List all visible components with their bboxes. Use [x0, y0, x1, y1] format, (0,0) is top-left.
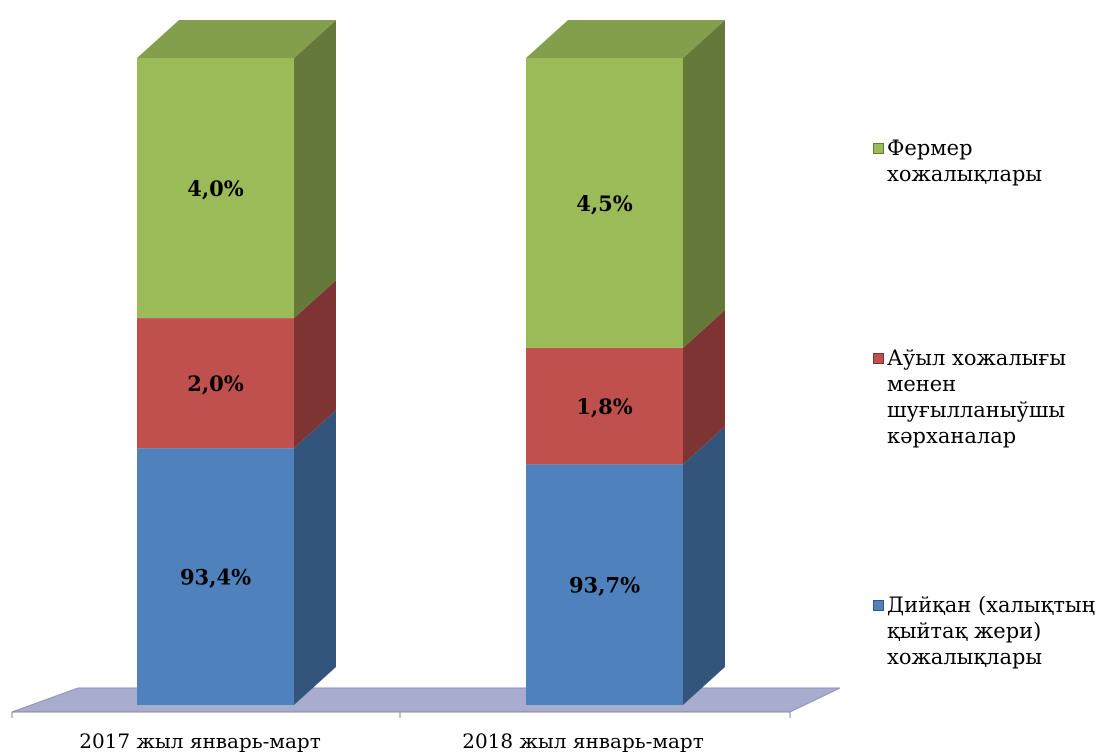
bar-segment-side: [294, 410, 336, 705]
bar-top-face: [137, 20, 336, 58]
legend-item-dehkan: Дийқан (халықтың қыйтақ жери) хожалықлар…: [873, 592, 1112, 670]
red-square-icon: [873, 353, 884, 364]
stacked-bar-chart: 93,4% 2,0% 4,0% 93,7% 1,8% 4,5% 2017 жыл янва…: [11, 20, 841, 753]
bars-group: [137, 20, 725, 705]
data-label: 4,0%: [187, 176, 244, 201]
legend-item-farmer: Фермер хожалықлары: [873, 135, 1112, 187]
bar-segment-side: [683, 426, 725, 705]
bar-segment-front: [526, 58, 683, 348]
bar-segment-front: [526, 464, 683, 705]
data-label: 2,0%: [187, 371, 244, 396]
data-label: 93,4%: [180, 565, 251, 590]
bar-segment-side: [294, 20, 336, 319]
x-tick-labels-group: 2017 жыл январь-март 2018 жыл январь-март: [79, 729, 704, 753]
bar-segment-front: [137, 58, 294, 319]
bar-top-face: [526, 20, 725, 58]
bar-segment-front: [137, 318, 294, 449]
bar-segment-side: [683, 309, 725, 465]
data-label: 93,7%: [569, 573, 640, 598]
bar-segment-front: [137, 448, 294, 705]
legend-label: Дийқан (халықтың қыйтақ жери) хожалықлар…: [887, 593, 1096, 669]
data-label: 1,8%: [576, 394, 633, 419]
green-square-icon: [873, 143, 884, 154]
bar-segment-side: [294, 280, 336, 449]
x-tick-label: 2017 жыл январь-март: [79, 729, 321, 753]
x-tick-label: 2018 жыл январь-март: [462, 729, 704, 753]
data-label: 4,5%: [576, 191, 633, 216]
blue-square-icon: [873, 600, 884, 611]
chart-floor-plane: [11, 687, 841, 713]
legend: Фермер хожалықлары Аўыл хожалығы менен ш…: [873, 0, 1114, 754]
bar-segment-front: [526, 347, 683, 465]
legend-item-enterprises: Аўыл хожалығы менен шуғылланыўшы кәрхана…: [873, 345, 1112, 449]
data-labels-group: 93,4% 2,0% 4,0% 93,7% 1,8% 4,5%: [180, 176, 640, 598]
legend-label: Фермер хожалықлары: [887, 136, 1043, 186]
bar-segment-side: [683, 20, 725, 348]
legend-label: Аўыл хожалығы менен шуғылланыўшы кәрхана…: [887, 346, 1067, 448]
chart-floor: [11, 687, 841, 718]
